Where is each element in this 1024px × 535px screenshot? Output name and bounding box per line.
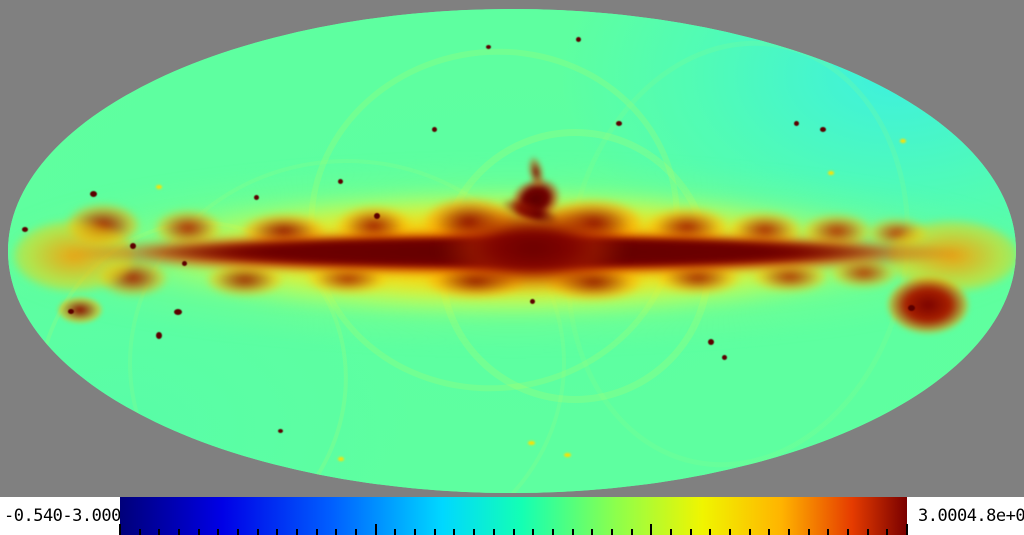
colorbar-minor-tick xyxy=(414,529,417,535)
colorbar-minor-tick xyxy=(394,529,397,535)
colorbar-minor-tick xyxy=(237,529,240,535)
colorbar-minor-tick xyxy=(315,529,318,535)
colorbar-minor-tick xyxy=(787,529,790,535)
colorbar-minor-tick xyxy=(217,529,220,535)
point-source-knot xyxy=(908,305,915,311)
compact-source xyxy=(136,439,142,443)
sky-map-area xyxy=(8,9,1016,493)
point-source-knot xyxy=(68,309,74,314)
bright-extended-region xyxy=(58,297,102,323)
point-source-knot xyxy=(130,243,136,249)
compact-source xyxy=(528,441,535,445)
point-source-knot xyxy=(174,309,182,315)
colorbar-min-label: -0.540 xyxy=(4,506,63,526)
colorbar-minor-tick xyxy=(512,529,515,535)
colorbar-minor-tick xyxy=(276,529,279,535)
colorbar-minor-tick xyxy=(827,529,830,535)
bright-extended-region xyxy=(888,277,968,333)
point-source-knot xyxy=(254,195,259,200)
colorbar-minor-tick xyxy=(807,529,810,535)
colorbar-minor-tick xyxy=(886,529,889,535)
colorbar-right-labels: 3.000 4.8e+02 xyxy=(907,497,1024,535)
colorbar-minor-tick xyxy=(551,529,554,535)
compact-source xyxy=(900,139,906,143)
point-source-knot xyxy=(156,332,162,339)
point-source-knot xyxy=(432,127,437,132)
colorbar-minor-tick xyxy=(296,529,299,535)
point-source-knot xyxy=(530,299,535,304)
colorbar-major-tick xyxy=(374,524,377,535)
mollweide-projection-ellipse xyxy=(8,9,1016,493)
compact-source xyxy=(564,453,571,457)
point-source-knot xyxy=(576,37,581,42)
colorbar-minor-tick xyxy=(197,529,200,535)
compact-source xyxy=(156,185,162,189)
colorbar-minor-tick xyxy=(178,529,181,535)
point-source-knot xyxy=(338,179,343,184)
galactic-plane-group xyxy=(8,9,1016,493)
colorbar-minor-tick xyxy=(768,529,771,535)
colorbar-minor-tick xyxy=(866,529,869,535)
colorbar-gradient xyxy=(119,497,908,535)
colorbar-major-tick xyxy=(119,524,121,535)
colorbar-minor-tick xyxy=(748,529,751,535)
point-source-knot xyxy=(374,213,380,219)
point-source-knot xyxy=(722,355,727,360)
colorbar-minor-tick xyxy=(571,529,574,535)
colorbar-minor-tick xyxy=(846,529,849,535)
point-source-knot xyxy=(708,339,714,345)
diffuse-filament xyxy=(148,299,184,339)
colorbar-minor-tick xyxy=(355,529,358,535)
colorbar-minor-tick xyxy=(709,529,712,535)
colorbar-minor-tick xyxy=(453,529,456,535)
colorbar-left-labels: -0.540 -3.000 xyxy=(0,497,121,535)
point-source-knot xyxy=(794,121,799,126)
colorbar-minor-tick xyxy=(728,529,731,535)
colorbar-low-tick-label: -3.000 xyxy=(62,506,121,526)
colorbar-minor-tick xyxy=(630,529,633,535)
colorbar-minor-tick xyxy=(473,529,476,535)
colorbar-minor-tick xyxy=(256,529,259,535)
colorbar-ticks xyxy=(119,524,908,535)
colorbar-minor-tick xyxy=(689,529,692,535)
colorbar-minor-tick xyxy=(492,529,495,535)
colorbar-major-tick xyxy=(650,524,653,535)
colorbar-row: -0.540 -3.000 3.000 4.8e+02 xyxy=(0,497,1024,535)
colorbar-minor-tick xyxy=(610,529,613,535)
colorbar-minor-tick xyxy=(669,529,672,535)
colorbar-minor-tick xyxy=(591,529,594,535)
colorbar-minor-tick xyxy=(532,529,535,535)
point-source-knot xyxy=(820,127,826,132)
colorbar-minor-tick xyxy=(335,529,338,535)
colorbar-high-tick-label: 3.000 xyxy=(918,506,967,526)
point-source-knot xyxy=(486,45,491,49)
compact-source xyxy=(828,171,834,175)
point-source-knot xyxy=(278,429,283,433)
point-source-knot xyxy=(182,261,187,266)
point-source-knot xyxy=(616,121,622,126)
point-source-knot xyxy=(22,227,28,232)
colorbar-minor-tick xyxy=(138,529,141,535)
colorbar-max-label: 4.8e+02 xyxy=(966,506,1024,526)
colorbar-minor-tick xyxy=(433,529,436,535)
point-source-knot xyxy=(90,191,97,197)
colorbar-major-tick xyxy=(906,524,908,535)
colorbar-minor-tick xyxy=(158,529,161,535)
compact-source xyxy=(338,457,344,461)
